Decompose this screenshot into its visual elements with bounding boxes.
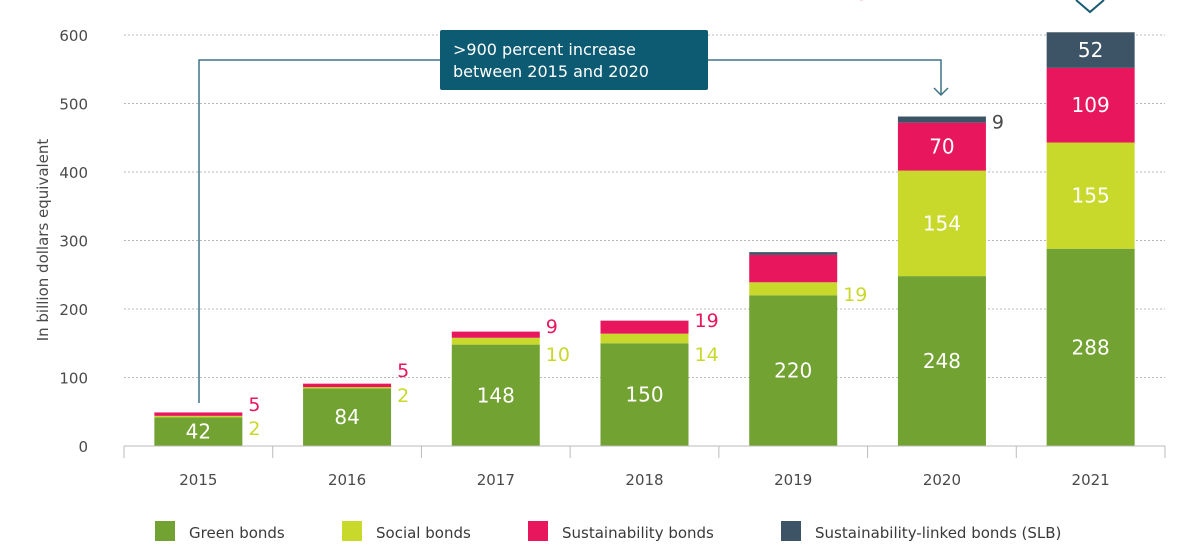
- data-label-outside: 9: [992, 112, 1004, 134]
- bar-stack-2018: 2018 150 14 19: [600, 310, 719, 489]
- data-label-outside: 5: [397, 360, 409, 382]
- bar-segment: [749, 252, 838, 255]
- bar-segment: [303, 387, 392, 389]
- x-tick-label: 2019: [774, 471, 812, 489]
- bar-segment: [897, 122, 986, 171]
- y-axis-label: In billion dollars equivalent: [34, 139, 52, 342]
- bar-segment: [600, 333, 689, 344]
- legend: Green bonds Social bonds Sustainability bo…: [155, 521, 1061, 542]
- annotation-connector-right: [708, 59, 942, 95]
- bar-segment: [749, 295, 838, 446]
- bar-segment: [897, 276, 986, 446]
- y-tick-label: 500: [59, 96, 88, 114]
- y-tick-label: 200: [59, 301, 88, 319]
- data-label: 70: [929, 135, 954, 159]
- x-tick-label: 2021: [1072, 471, 1110, 489]
- legend-item: Sustainability bonds: [528, 521, 714, 542]
- bar-stack-2016: 2016 84 2 5: [303, 360, 409, 489]
- data-label-outside: 19: [843, 284, 867, 306]
- x-tick-label: 2015: [179, 471, 217, 489]
- legend-label: Sustainability bonds: [562, 524, 714, 542]
- data-label-outside: 14: [695, 344, 719, 366]
- data-label: 288: [1072, 335, 1110, 359]
- x-axis: [123, 445, 1166, 458]
- y-tick-label: 300: [59, 233, 88, 251]
- arrow-down-icon: [933, 87, 949, 97]
- bar-segment: [749, 282, 838, 296]
- bar-stack-2019: 2019 220 19 40: [749, 0, 867, 489]
- y-tick-label: 0: [78, 438, 88, 456]
- y-axis-ticks: 0 100 200 300 400 500 600: [59, 27, 88, 456]
- data-label: 155: [1072, 184, 1110, 208]
- bar-segment: [1046, 142, 1135, 249]
- data-label-outside: 2: [248, 418, 260, 440]
- y-tick-label: 100: [59, 370, 88, 388]
- bar-segment: [154, 417, 243, 446]
- data-label: 109: [1072, 93, 1110, 117]
- data-label: 42: [186, 420, 211, 444]
- data-label: 150: [625, 383, 663, 407]
- bar-segment: [303, 383, 392, 388]
- annotation: >900 percent increase between 2015 and 2…: [198, 0, 1105, 403]
- data-label: 154: [923, 211, 961, 235]
- x-tick-label: 2018: [625, 471, 663, 489]
- bar-segment: [154, 415, 243, 418]
- legend-item: Sustainability-linked bonds (SLB): [781, 521, 1061, 542]
- legend-swatch: [155, 521, 175, 541]
- bar-segment: [303, 388, 392, 446]
- x-tick-label: 2020: [923, 471, 961, 489]
- data-label-outside: 9: [546, 316, 558, 338]
- annotation-connector-left: [198, 59, 440, 403]
- bar-segment: [897, 116, 986, 123]
- bar-segment: [451, 344, 540, 446]
- bar-segment: [600, 343, 689, 446]
- data-label-outside: 10: [546, 344, 570, 366]
- bar-segment: [451, 337, 540, 345]
- legend-label: Green bonds: [189, 524, 285, 542]
- x-tick-label: 2016: [328, 471, 366, 489]
- y-tick-label: 600: [59, 27, 88, 45]
- data-label-outside: 19: [695, 310, 719, 332]
- y-tick-label: 400: [59, 164, 88, 182]
- legend-item: Green bonds: [155, 521, 285, 542]
- data-label-outside: 5: [248, 394, 260, 416]
- annotation-text-line1: >900 percent increase: [453, 40, 636, 59]
- data-label: 220: [774, 359, 812, 383]
- legend-label: Social bonds: [376, 524, 471, 542]
- bar-segment: [154, 412, 243, 416]
- annotation-box: [440, 30, 708, 90]
- legend-swatch: [342, 521, 362, 541]
- bar-segment: [1046, 248, 1135, 446]
- legend-item: Social bonds: [342, 521, 471, 542]
- bar-segment: [1046, 67, 1135, 143]
- bar-segment: [897, 170, 986, 277]
- annotation-text-line2: between 2015 and 2020: [453, 62, 649, 81]
- bar-segment: [600, 320, 689, 334]
- legend-swatch: [528, 521, 548, 541]
- bar-stack-2020: 2020 248 154 70 9: [897, 112, 1004, 489]
- x-tick-label: 2017: [477, 471, 515, 489]
- bar-stack-2015: 2015 42 25: [154, 394, 260, 489]
- bar-stack-2021: 2021 288 155 109 52: [1046, 32, 1135, 489]
- legend-label: Sustainability-linked bonds (SLB): [815, 524, 1061, 542]
- bar-segment: [749, 254, 838, 283]
- legend-swatch: [781, 521, 801, 541]
- data-label: 52: [1078, 38, 1103, 62]
- data-label: 248: [923, 349, 961, 373]
- chevron-down-icon: [1075, 0, 1105, 14]
- bar-segment: [451, 331, 540, 338]
- data-label: 84: [334, 405, 359, 429]
- data-label-outside: 40: [843, 0, 867, 5]
- bar-segment: [1046, 32, 1135, 68]
- data-label-outside: 2: [397, 385, 409, 407]
- data-label: 148: [477, 383, 515, 407]
- bar-stack-2017: 2017 148 10 9: [451, 316, 570, 489]
